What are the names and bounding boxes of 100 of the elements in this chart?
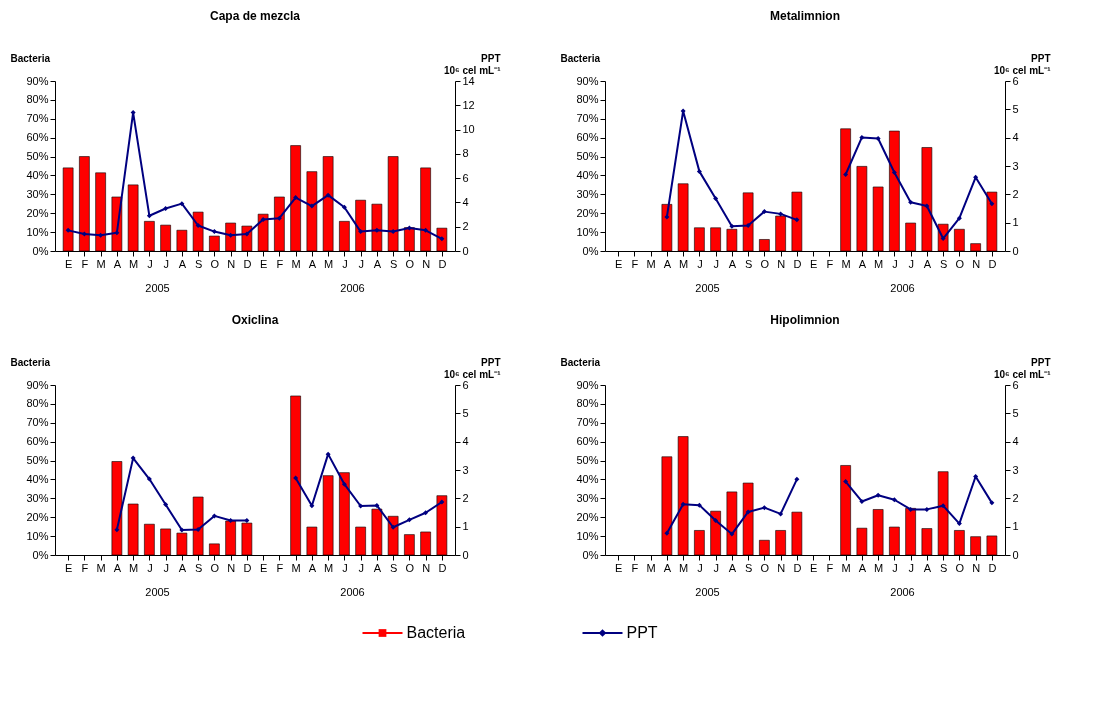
x-tick-label: M	[96, 257, 106, 270]
y2-tick-label: 12	[462, 98, 475, 111]
y2-tick-label: 4	[1012, 131, 1019, 144]
y-tick-label: 20%	[26, 510, 49, 523]
y-tick-label: 90%	[26, 74, 49, 87]
point	[745, 223, 751, 228]
point	[924, 203, 930, 209]
text: 2006	[340, 586, 365, 598]
point	[341, 481, 347, 487]
point	[843, 479, 849, 485]
point	[713, 196, 719, 202]
point	[406, 517, 412, 523]
point	[146, 476, 152, 482]
x-tick-label: M	[324, 561, 334, 574]
x-tick-label: J	[163, 561, 169, 574]
x-tick-label: A	[663, 257, 672, 270]
point	[940, 503, 946, 509]
y2-tick-label: 0	[1012, 548, 1019, 561]
y-tick-label: 0%	[32, 244, 49, 257]
chart-title: Hipolimnion	[770, 313, 840, 327]
x-tick-label: D	[988, 257, 997, 270]
x-tick-label: N	[227, 561, 236, 574]
y-axis-title: Bacteria	[560, 52, 601, 64]
x-tick-label: A	[178, 561, 187, 574]
x-tick-label: E	[259, 561, 268, 574]
y-tick-label: 30%	[576, 187, 599, 200]
y-tick-label: 10%	[26, 225, 49, 238]
point	[794, 476, 800, 482]
x-tick-label: M	[646, 561, 656, 574]
point	[843, 172, 849, 177]
point	[244, 517, 250, 523]
point	[390, 524, 396, 530]
x-tick-label: A	[308, 257, 317, 270]
y-tick-label: 10%	[26, 529, 49, 542]
x-tick-label: D	[793, 561, 802, 574]
text: 2005	[145, 586, 170, 598]
y2-tick-label: 1	[1012, 520, 1019, 533]
x-tick-label: N	[777, 257, 786, 270]
y2-axis-title: PPT 10⁶ cel mL⁻¹	[443, 356, 502, 380]
point	[761, 209, 767, 215]
y-tick-label: 80%	[26, 397, 49, 410]
x-tick-label: O	[760, 257, 770, 270]
x-tick-label: S	[389, 561, 398, 574]
x-tick-label: D	[793, 257, 802, 270]
y2-tick-label: 2	[462, 220, 469, 233]
x-tick-label: J	[147, 257, 153, 270]
x-tick-label: N	[227, 257, 236, 270]
point	[423, 510, 429, 516]
y-tick-label: 0%	[582, 548, 599, 561]
point	[195, 223, 201, 228]
x-tick-label: M	[129, 561, 139, 574]
y-tick-label: 30%	[26, 491, 49, 504]
x-tick-label: F	[631, 257, 639, 270]
x-tick-label: D	[243, 561, 252, 574]
x-tick-label: A	[113, 561, 122, 574]
x-tick-label: E	[614, 257, 623, 270]
x-tick-label: E	[64, 257, 73, 270]
x-tick-label: A	[923, 561, 932, 574]
point	[924, 506, 930, 512]
y2-tick-label: 3	[1012, 463, 1019, 476]
point	[891, 497, 897, 503]
x-tick-label: M	[96, 561, 106, 574]
x-tick-label: D	[988, 561, 997, 574]
y-tick-label: 20%	[26, 206, 49, 219]
point	[778, 511, 784, 517]
y2-tick-label: 6	[462, 171, 469, 184]
y2-tick-label: 0	[462, 244, 469, 257]
point	[989, 201, 995, 207]
point	[98, 232, 104, 238]
chart-title: Capa de mezcla	[209, 9, 301, 23]
y-tick-label: 60%	[26, 131, 49, 144]
point	[778, 211, 784, 217]
point	[875, 492, 881, 498]
point	[696, 502, 702, 508]
x-tick-label: S	[744, 257, 753, 270]
chart-title: Metalimnion	[769, 9, 841, 23]
y2-tick-label: 4	[1012, 435, 1019, 448]
point	[211, 229, 217, 235]
y2-tick-label: 1	[1012, 216, 1019, 229]
point	[956, 521, 962, 527]
y-tick-label: 60%	[576, 131, 599, 144]
y2-tick-label: 6	[462, 378, 469, 391]
y-tick-label: 70%	[26, 416, 49, 429]
x-tick-label: O	[405, 257, 415, 270]
y2-tick-label: 8	[462, 147, 469, 160]
point	[745, 509, 751, 515]
x-tick-label: O	[760, 561, 770, 574]
point	[179, 201, 185, 207]
point	[761, 505, 767, 511]
x-tick-label: D	[438, 257, 447, 270]
text: 2005	[695, 586, 720, 598]
x-tick-label: J	[358, 561, 364, 574]
point	[211, 513, 217, 519]
y2-tick-label: 2	[1012, 187, 1019, 200]
x-tick-label: M	[291, 561, 301, 574]
point	[309, 203, 315, 209]
point	[163, 206, 169, 211]
x-tick-label: O	[210, 257, 220, 270]
point	[146, 213, 152, 219]
y-tick-label: 40%	[26, 168, 49, 181]
